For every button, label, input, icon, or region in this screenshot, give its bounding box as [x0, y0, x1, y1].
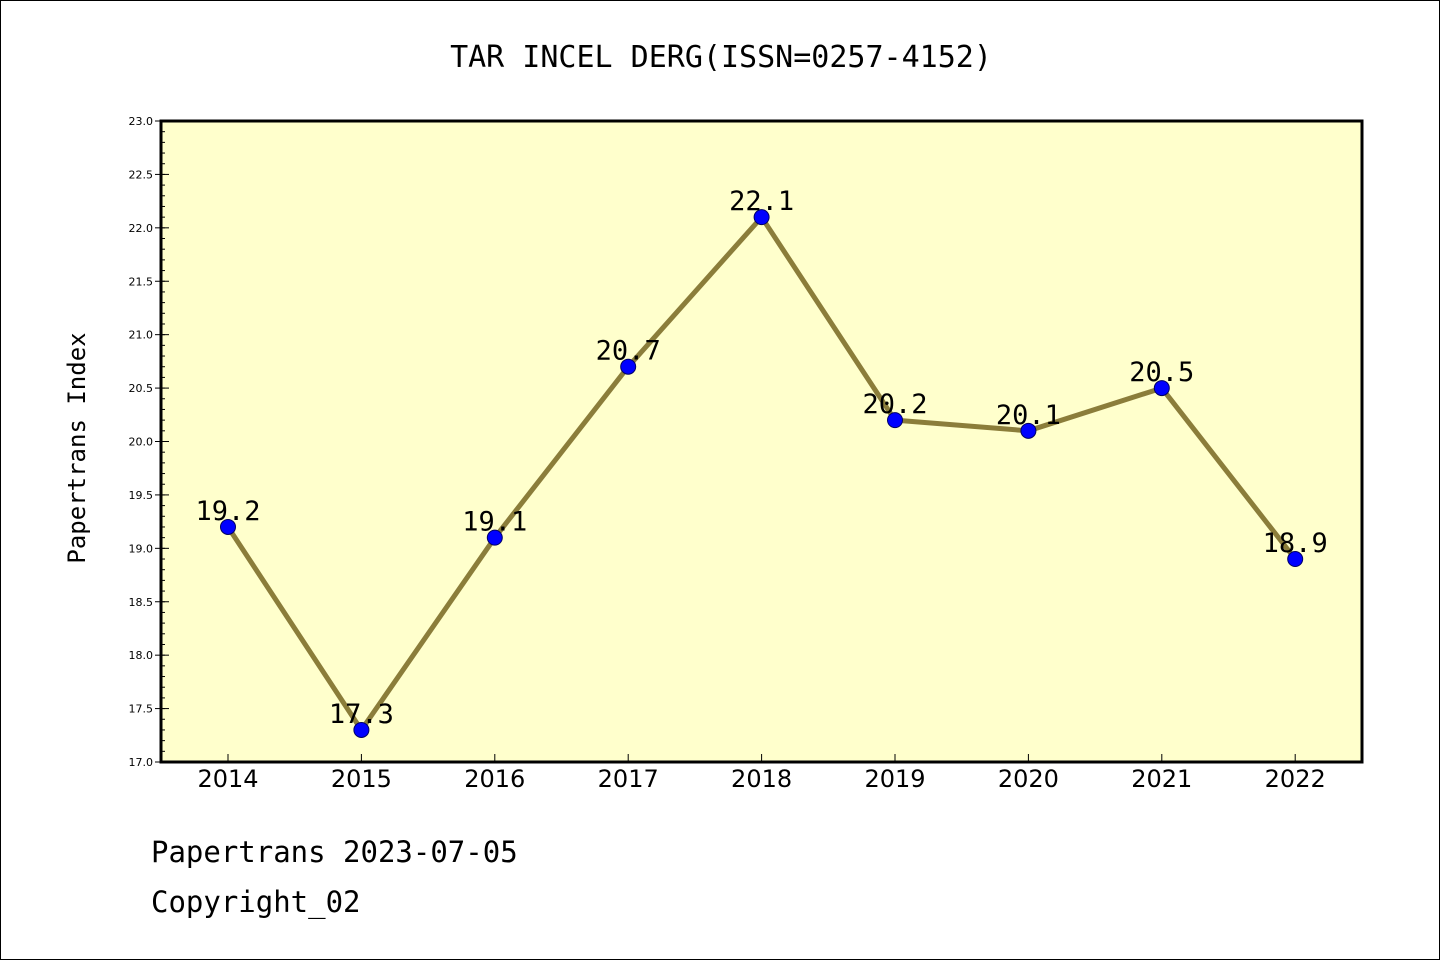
y-tick-label: 20.5	[129, 382, 154, 395]
data-point	[486, 529, 503, 546]
x-tick-label: 2019	[864, 765, 925, 793]
x-tick-label: 2018	[731, 765, 792, 793]
x-tick-label: 2022	[1265, 765, 1326, 793]
y-tick-labels: 17.0 17.5 18.0 18.5 19.0 19.5 20.0 20.5 21.0 21.5…	[129, 115, 154, 769]
y-tick-label: 19.0	[129, 542, 154, 555]
y-tick-label: 21.0	[129, 329, 154, 342]
y-tick-label: 23.0	[129, 115, 154, 128]
data-label: 22.1	[729, 186, 794, 217]
y-tick-label: 22.5	[129, 168, 154, 181]
y-tick-label: 18.5	[129, 596, 154, 609]
y-tick-label: 19.5	[129, 489, 154, 502]
data-label: 20.2	[862, 389, 927, 420]
footer-date: Papertrans 2023-07-05	[151, 835, 518, 869]
data-label: 17.3	[329, 699, 394, 730]
y-tick-label: 21.5	[129, 275, 154, 288]
y-axis-label: Papertrans Index	[63, 332, 91, 563]
data-point	[353, 721, 370, 738]
x-tick-label: 2015	[331, 765, 392, 793]
data-labels: 19.2 17.3 19.1 20.7 22.1 20.2 20.1 20.5 18.9	[195, 186, 1327, 730]
x-tick-label: 2021	[1131, 765, 1192, 793]
data-point	[220, 518, 236, 535]
plot-area	[161, 121, 1362, 762]
data-point	[887, 412, 903, 429]
y-tick-label: 17.5	[129, 703, 154, 716]
x-tick-label: 2014	[197, 765, 258, 793]
data-point	[1153, 380, 1170, 397]
data-points	[220, 209, 1304, 738]
data-point	[1020, 422, 1037, 439]
data-label: 20.7	[596, 336, 661, 367]
footer-copyright: Copyright_02	[151, 885, 361, 919]
chart-title: TAR INCEL DERG(ISSN=0257-4152)	[450, 40, 992, 75]
data-label: 19.2	[195, 496, 260, 527]
y-tick-label: 18.0	[129, 649, 154, 662]
data-label: 20.5	[1129, 357, 1194, 388]
x-tick-labels: 2014 2015 2016 2017 2018 2019 2020 2021 2022	[197, 765, 1325, 793]
x-tick-label: 2020	[998, 765, 1059, 793]
x-tick-label: 2016	[464, 765, 525, 793]
data-point	[620, 358, 637, 375]
y-tick-label: 22.0	[129, 222, 154, 235]
x-tick-label: 2017	[598, 765, 659, 793]
y-tick-label: 17.0	[129, 756, 154, 769]
data-label: 20.1	[996, 400, 1061, 431]
plot-border	[159, 119, 1364, 764]
data-point	[753, 209, 770, 226]
data-label: 19.1	[462, 507, 527, 538]
data-point	[1287, 551, 1304, 568]
data-label: 18.9	[1263, 528, 1328, 559]
y-tick-label: 20.0	[129, 436, 154, 449]
